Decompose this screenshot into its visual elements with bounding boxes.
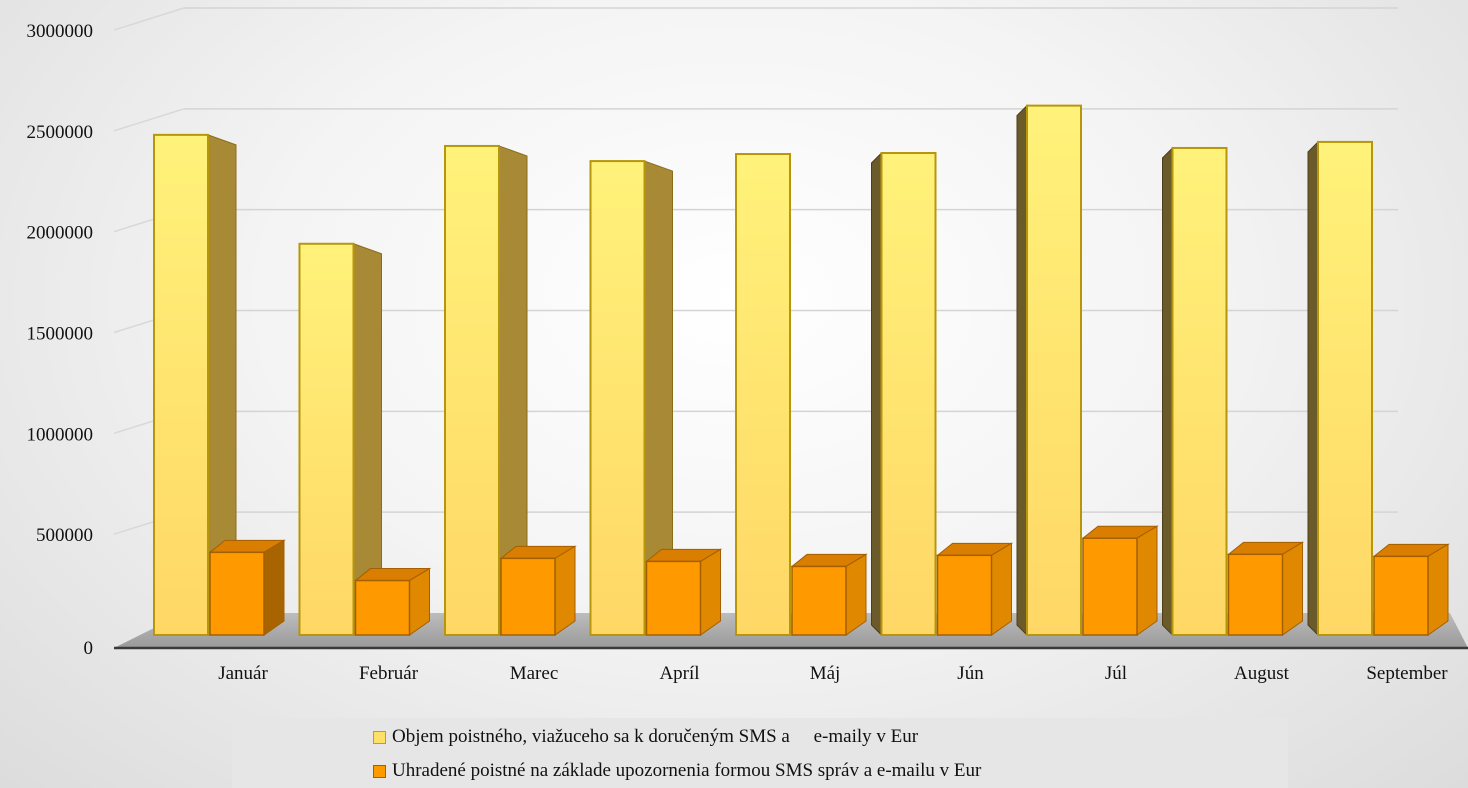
bar-series-2-8 (1227, 541, 1305, 636)
bar-front-face (444, 144, 500, 636)
bar-side-face (1427, 543, 1449, 636)
bar-series-1-1 (153, 133, 237, 636)
x-tick-label: Júl (1105, 663, 1127, 684)
bar-series-1-8 (1162, 146, 1228, 637)
bar-side-face (700, 548, 721, 636)
bar-side-face (845, 553, 867, 636)
bar-side-face (1282, 541, 1303, 636)
bar-series-1-2 (298, 242, 382, 636)
legend-swatch-yellow (373, 730, 386, 744)
bar-series-1-5 (735, 153, 791, 636)
y-tick-label: 2500000 (27, 122, 94, 143)
bar-series-2-6 (936, 542, 1014, 636)
bar-side-face (554, 545, 576, 636)
bars (153, 104, 1450, 637)
bar-side-face (1162, 146, 1173, 637)
bar-front-face (936, 554, 993, 636)
bar-front-face (589, 160, 646, 636)
bar-front-face (153, 133, 209, 636)
legend-item-series-1: Objem poistného, viažuceho sa k doručený… (373, 726, 918, 748)
y-tick-label: 2000000 (27, 223, 94, 244)
bar-front-face (735, 153, 791, 636)
bar-series-2-9 (1372, 543, 1450, 636)
bar-side-face (1016, 104, 1028, 637)
x-tick-label: Január (218, 663, 268, 684)
bar-front-face (209, 551, 265, 636)
legend: Objem poistného, viažuceho sa k doručený… (232, 718, 1288, 788)
x-tick-label: August (1234, 663, 1290, 684)
legend-label-series-1: Objem poistného, viažuceho sa k doručený… (392, 726, 919, 747)
bar-side-face (871, 151, 882, 637)
bar-front-face (1317, 140, 1373, 637)
bar-front-face (354, 579, 411, 636)
bar-front-face (1026, 104, 1082, 636)
gridline-side (113, 7, 185, 31)
bar-series-2-2 (354, 567, 432, 636)
legend-item-series-2: Uhradené poistné na základe upozornenia … (373, 760, 981, 782)
bar-front-face (791, 565, 847, 636)
bar-front-face (645, 560, 702, 636)
x-tick-label: Apríl (659, 663, 699, 684)
bar-series-1-6 (871, 151, 937, 637)
bar-side-face (263, 539, 285, 636)
y-tick-label: 1500000 (27, 324, 94, 345)
bar-side-face (1136, 525, 1158, 636)
bar-series-2-5 (790, 553, 868, 636)
gridline-side (113, 108, 185, 132)
legend-swatch-orange (373, 764, 386, 778)
x-tick-label: Február (359, 663, 419, 684)
bar-series-2-7 (1081, 525, 1159, 636)
x-tick-label: Máj (810, 663, 841, 684)
bar-series-2-3 (499, 545, 577, 636)
bar-series-1-7 (1016, 104, 1082, 637)
bar-series-2-4 (645, 548, 723, 636)
bar-front-face (298, 242, 355, 636)
y-tick-label: 0 (84, 638, 94, 659)
bar-front-face (1082, 537, 1138, 636)
y-tick-label: 1000000 (27, 424, 94, 445)
legend-label-series-2: Uhradené poistné na základe upozornenia … (392, 760, 982, 781)
y-axis: 0 500000 1000000 1500000 2000000 2500000 30000… (27, 21, 94, 659)
bar-side-face (1307, 140, 1319, 637)
x-tick-label: Marec (510, 663, 559, 684)
bar-front-face (880, 152, 937, 636)
x-axis: Január Február Marec Apríl Máj Jún Júl August Se… (218, 663, 1448, 684)
x-tick-label: September (1366, 663, 1448, 684)
bar-series-2-1 (208, 539, 286, 636)
bar-front-face (1171, 146, 1228, 636)
bar-front-face (1227, 553, 1284, 636)
bar-series-1-4 (589, 160, 673, 636)
bar-series-1-9 (1307, 140, 1373, 637)
y-tick-label: 500000 (36, 525, 93, 546)
bar-front-face (500, 557, 556, 636)
bar-front-face (1373, 555, 1429, 636)
x-tick-label: Jún (957, 663, 984, 684)
bar-side-face (991, 542, 1012, 636)
y-tick-label: 3000000 (27, 21, 94, 42)
